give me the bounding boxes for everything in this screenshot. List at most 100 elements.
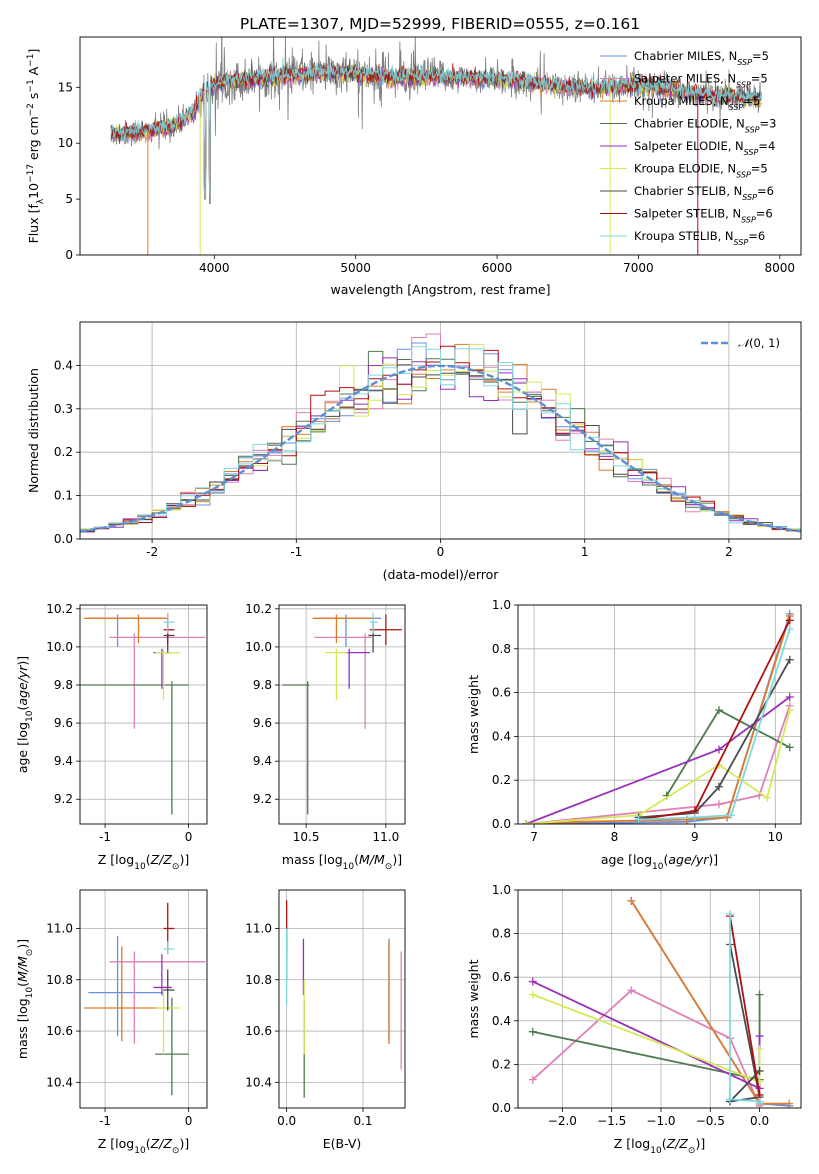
legend-label-text: Salpeter MILES, N bbox=[634, 72, 736, 86]
errorbar-point bbox=[154, 649, 172, 689]
x-tick-label: 7 bbox=[530, 830, 538, 844]
y-tick-label: 0.0 bbox=[54, 532, 73, 546]
y-tick-label: 0.8 bbox=[492, 642, 511, 656]
errorbar-point bbox=[344, 649, 370, 689]
label-part: 10 bbox=[652, 862, 664, 872]
legend-label-tail: =5 bbox=[752, 49, 769, 63]
plot-area bbox=[522, 610, 794, 828]
legend-normal-args: (0, 1) bbox=[749, 336, 780, 350]
legend-label: Kroupa STELIB, NSSP=6 bbox=[634, 229, 765, 247]
weight-marker bbox=[715, 706, 723, 714]
y-tick-label: 0.6 bbox=[492, 686, 511, 700]
legend-label-tail: =5 bbox=[751, 72, 768, 86]
label-part: age [log bbox=[15, 722, 30, 773]
label-part: −1 bbox=[26, 54, 36, 67]
label-part: Z/Z bbox=[150, 1136, 173, 1151]
y-tick-label: 15 bbox=[58, 80, 73, 94]
errorbar-point bbox=[282, 681, 309, 814]
errorbar-point bbox=[155, 998, 188, 1095]
y-tick-label: 0.4 bbox=[54, 358, 73, 372]
x-tick-label: 8 bbox=[611, 830, 619, 844]
legend-label-sub: SSP bbox=[741, 215, 756, 224]
x-tick-label: −1.0 bbox=[646, 1114, 675, 1128]
label-part: 10 bbox=[25, 710, 35, 722]
label-part: age/yr bbox=[15, 665, 30, 706]
x-tick-label: 10.5 bbox=[293, 830, 320, 844]
x-tick-label: 7000 bbox=[623, 261, 654, 275]
label-part: Flux [f bbox=[26, 204, 41, 244]
y-tick-label: 10.8 bbox=[245, 973, 272, 987]
y-tick-label: 9.6 bbox=[54, 716, 73, 730]
x-tick-label: 8000 bbox=[765, 261, 796, 275]
label-part: )] bbox=[15, 656, 30, 666]
y-tick-label: 0.2 bbox=[492, 773, 511, 787]
y-tick-label: 0.4 bbox=[492, 729, 511, 743]
label-part: 10 bbox=[26, 183, 41, 199]
x-tick-label: 9 bbox=[691, 830, 699, 844]
x-tick-label: 2 bbox=[725, 545, 733, 559]
x-tick-label: 0.0 bbox=[277, 1114, 296, 1128]
legend-label-tail: =6 bbox=[756, 207, 773, 221]
x-tick-label: 5000 bbox=[340, 261, 371, 275]
legend-label: 𝒩(0, 1) bbox=[738, 336, 780, 350]
legend-label-tail: =5 bbox=[751, 162, 768, 176]
y-tick-label: 9.6 bbox=[253, 716, 272, 730]
label-part: 10 bbox=[134, 1146, 146, 1156]
x-tick-label: −2.0 bbox=[548, 1114, 577, 1128]
label-part: 10 bbox=[343, 862, 355, 872]
errorbar-point bbox=[164, 613, 175, 634]
legend-label-text: Salpeter STELIB, N bbox=[634, 207, 741, 221]
x-tick-label: −0.5 bbox=[696, 1114, 725, 1128]
errorbar-point bbox=[84, 615, 168, 644]
legend-label-sub: SSP bbox=[742, 193, 757, 202]
label-part: ⊙ bbox=[688, 1146, 696, 1156]
y-tick-label: 9.2 bbox=[54, 792, 73, 806]
y-tick-label: 1.0 bbox=[492, 598, 511, 612]
weight-series-line bbox=[639, 620, 790, 819]
label-part: erg cm bbox=[26, 116, 41, 164]
label-part: ⊙ bbox=[25, 949, 35, 957]
label-part: 10 bbox=[650, 1146, 662, 1156]
x-tick-label: 1 bbox=[581, 545, 589, 559]
label-part: mass [log bbox=[282, 852, 343, 867]
weight-series-line bbox=[730, 945, 760, 1102]
label-part: mass [log bbox=[15, 998, 30, 1059]
weight-marker bbox=[715, 800, 723, 808]
errorbar-point bbox=[154, 954, 172, 995]
axes-frame bbox=[279, 890, 405, 1108]
y-tick-label: 9.8 bbox=[253, 678, 272, 692]
legend-label-sub: SSP bbox=[737, 58, 752, 67]
label-part: )] bbox=[179, 852, 189, 867]
x-tick-label: 0 bbox=[185, 830, 193, 844]
label-part: Z [log bbox=[614, 1136, 650, 1151]
x-tick-label: 10 bbox=[768, 830, 783, 844]
weight-marker bbox=[529, 1028, 537, 1036]
gridlines bbox=[279, 890, 405, 1108]
label-part: ⊙ bbox=[172, 1146, 180, 1156]
errorbar-point bbox=[164, 970, 175, 1011]
x-tick-label: -1 bbox=[290, 545, 302, 559]
y-tick-label: 0 bbox=[65, 248, 73, 262]
weight-series-line bbox=[526, 706, 790, 824]
y-tick-label: 10 bbox=[58, 136, 73, 150]
x-tick-label: 0.0 bbox=[750, 1114, 769, 1128]
y-tick-label: 10.2 bbox=[46, 602, 73, 616]
x-tick-label: 0 bbox=[437, 545, 445, 559]
errorbar-point bbox=[319, 615, 381, 647]
x-axis-label: wavelength [Angstrom, rest frame] bbox=[330, 282, 550, 297]
y-tick-label: 0.0 bbox=[492, 1101, 511, 1115]
errorbar-point bbox=[155, 649, 180, 700]
y-tick-label: 9.4 bbox=[54, 754, 73, 768]
errorbar-point bbox=[370, 613, 378, 634]
legend-label-sub: SSP bbox=[736, 80, 751, 89]
errorbar-point bbox=[314, 634, 371, 729]
y-tick-label: 10.6 bbox=[245, 1024, 272, 1038]
weight-marker bbox=[529, 991, 537, 999]
x-tick-label: -2 bbox=[146, 545, 158, 559]
errorbar-point bbox=[109, 952, 205, 1044]
label-part: )] bbox=[708, 852, 718, 867]
